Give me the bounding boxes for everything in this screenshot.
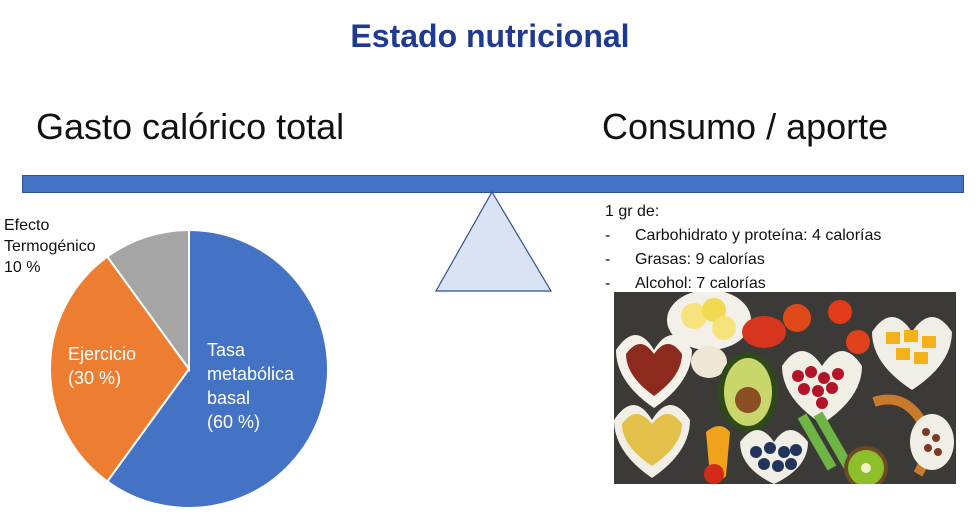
list-item: - Grasas: 9 calorías — [605, 251, 765, 268]
balance-beam — [22, 175, 964, 193]
right-heading: Consumo / aporte — [602, 106, 889, 147]
slice-label-exercise: Ejercicio (30 %) — [68, 344, 137, 388]
pie-chart — [49, 228, 329, 509]
list-item: - Carbohidrato y proteína: 4 calorías — [605, 227, 882, 244]
pie-slice-exercise — [49, 255, 191, 483]
slice-label-thermogenic: Efecto Termogénico 10 % — [4, 217, 96, 276]
page-title: Estado nutricional — [350, 18, 630, 54]
left-heading: Gasto calórico total — [36, 106, 345, 147]
calorie-facts: 1 gr de: - Carbohidrato y proteína: 4 ca… — [605, 200, 881, 296]
healthy-food-image — [614, 292, 956, 484]
list-item: - Alcohol: 7 calorías — [605, 275, 766, 292]
facts-intro: 1 gr de: — [605, 203, 660, 220]
pie-slice-basal — [105, 228, 329, 509]
slice-label-basal: Tasa metabólica basal (60 %) — [207, 340, 295, 432]
pie-slice-thermogenic — [105, 228, 190, 373]
balance-fulcrum — [434, 190, 553, 292]
